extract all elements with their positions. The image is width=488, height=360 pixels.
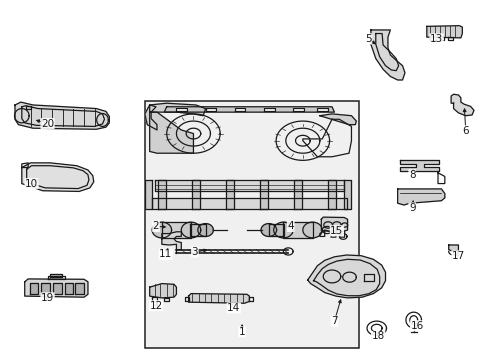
Polygon shape (53, 283, 61, 294)
Polygon shape (50, 274, 62, 277)
Text: 18: 18 (371, 332, 384, 342)
Polygon shape (22, 163, 94, 192)
Polygon shape (293, 180, 301, 208)
Text: 4: 4 (287, 221, 293, 231)
Text: 1: 1 (238, 327, 245, 337)
Polygon shape (234, 108, 245, 111)
Polygon shape (321, 217, 347, 232)
Polygon shape (261, 224, 276, 237)
Text: 14: 14 (227, 303, 240, 313)
Polygon shape (260, 180, 267, 208)
Polygon shape (162, 222, 191, 238)
Text: 6: 6 (462, 126, 468, 136)
Polygon shape (190, 224, 205, 237)
Text: 3: 3 (191, 247, 198, 257)
Polygon shape (268, 224, 284, 237)
Text: 19: 19 (41, 293, 54, 303)
Polygon shape (181, 222, 201, 238)
FancyBboxPatch shape (144, 102, 358, 348)
Polygon shape (370, 30, 404, 80)
Text: 17: 17 (451, 251, 464, 261)
Polygon shape (327, 180, 335, 208)
Polygon shape (149, 112, 193, 153)
Polygon shape (344, 180, 351, 208)
Text: 7: 7 (330, 316, 337, 326)
Polygon shape (397, 189, 444, 205)
Polygon shape (25, 279, 88, 297)
Polygon shape (192, 180, 200, 208)
Text: 5: 5 (365, 34, 371, 44)
Polygon shape (225, 180, 233, 208)
Polygon shape (307, 255, 385, 298)
Polygon shape (30, 283, 38, 294)
Polygon shape (75, 283, 84, 294)
Polygon shape (144, 180, 152, 208)
Text: 8: 8 (408, 170, 415, 180)
Polygon shape (144, 105, 157, 130)
Polygon shape (292, 108, 303, 111)
Polygon shape (154, 180, 344, 191)
Polygon shape (158, 180, 165, 208)
Text: 2: 2 (152, 221, 159, 231)
Polygon shape (399, 160, 438, 171)
Polygon shape (205, 108, 216, 111)
Text: 9: 9 (408, 203, 415, 213)
Polygon shape (198, 224, 213, 237)
Polygon shape (426, 26, 461, 38)
Polygon shape (64, 283, 73, 294)
Polygon shape (302, 222, 322, 238)
Polygon shape (176, 108, 187, 111)
Polygon shape (149, 103, 205, 116)
Polygon shape (15, 102, 109, 129)
Polygon shape (317, 108, 327, 111)
Polygon shape (448, 245, 458, 251)
Polygon shape (164, 107, 334, 112)
Polygon shape (450, 94, 473, 116)
Polygon shape (264, 108, 274, 111)
Text: 12: 12 (149, 301, 163, 311)
Text: 15: 15 (329, 226, 343, 236)
Text: 11: 11 (159, 249, 172, 259)
Polygon shape (152, 222, 171, 238)
Polygon shape (283, 222, 312, 238)
Text: 10: 10 (25, 179, 38, 189)
Text: 20: 20 (41, 118, 54, 129)
Text: 13: 13 (429, 34, 442, 44)
Polygon shape (41, 283, 50, 294)
Text: 16: 16 (409, 321, 423, 331)
Polygon shape (188, 294, 249, 303)
Polygon shape (273, 222, 292, 238)
Polygon shape (162, 232, 181, 249)
Polygon shape (319, 114, 356, 125)
Polygon shape (149, 284, 176, 298)
Polygon shape (152, 198, 346, 208)
